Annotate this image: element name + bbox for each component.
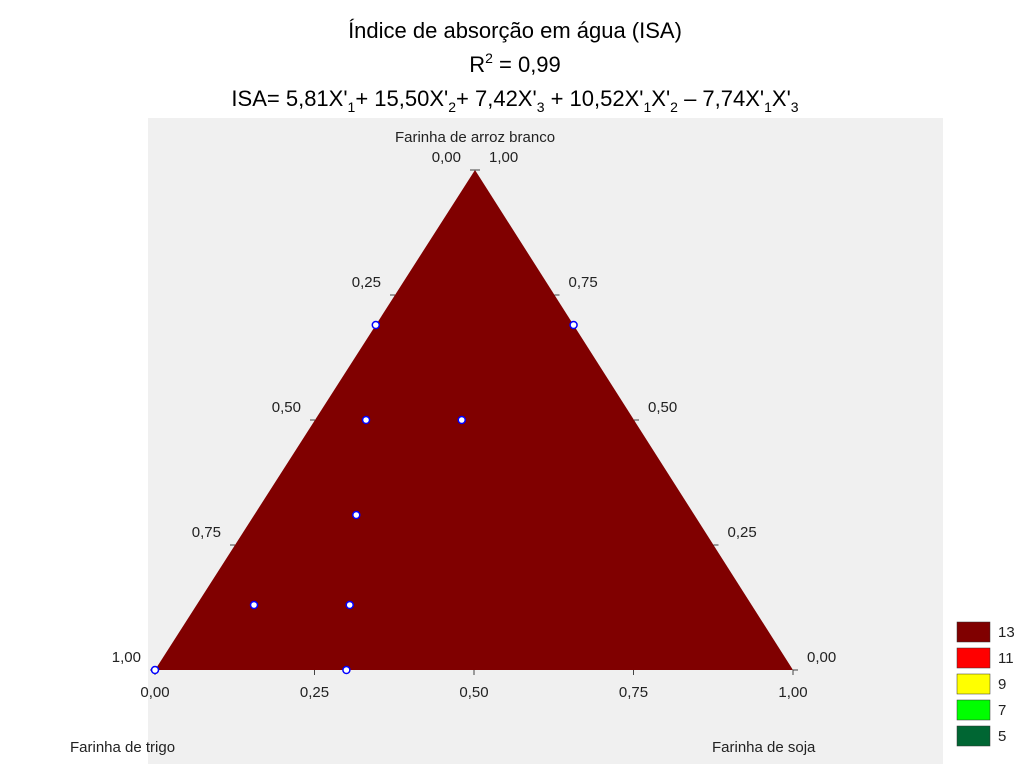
equation-subscript: 1 bbox=[348, 99, 356, 115]
legend-swatch bbox=[956, 673, 991, 695]
equation-subscript: 2 bbox=[670, 99, 678, 115]
equation-part: ISA= 5,81X' bbox=[231, 86, 347, 111]
right-tick-label: 0,00 bbox=[807, 649, 836, 666]
r-rest: = 0,99 bbox=[493, 52, 561, 77]
equation-part: + 10,52X' bbox=[544, 86, 643, 111]
equation-subscript: 3 bbox=[537, 99, 545, 115]
ternary-surface bbox=[155, 170, 793, 670]
left-tick-label: 1,00 bbox=[112, 649, 141, 666]
legend-swatch bbox=[956, 725, 991, 747]
equation-part: – 7,74X' bbox=[678, 86, 764, 111]
legend-label: 9 bbox=[998, 676, 1006, 693]
bottom-tick-label: 0,50 bbox=[459, 684, 488, 701]
equation-part: + 15,50X' bbox=[355, 86, 448, 111]
r-squared: R2 = 0,99 bbox=[469, 50, 561, 77]
equation-subscript: 1 bbox=[764, 99, 772, 115]
r-sup: 2 bbox=[485, 50, 493, 66]
design-point bbox=[457, 415, 466, 425]
design-point bbox=[361, 415, 371, 425]
top-axis-title: Farinha de arroz branco bbox=[395, 129, 555, 146]
chart-title: Índice de absorção em água (ISA) bbox=[348, 18, 682, 43]
bottom-tick-label: 1,00 bbox=[778, 684, 807, 701]
legend-swatch bbox=[956, 699, 991, 721]
right-axis-title: Farinha de soja bbox=[712, 739, 816, 756]
legend-label: 11 bbox=[998, 650, 1014, 667]
equation-part: X' bbox=[772, 86, 791, 111]
equation-part: + 7,42X' bbox=[456, 86, 537, 111]
design-point bbox=[345, 600, 354, 610]
left-tick-label: 0,50 bbox=[272, 399, 301, 416]
equation-part: X' bbox=[651, 86, 670, 111]
left-tick-label: 0,25 bbox=[352, 274, 381, 291]
right-tick-label: 1,00 bbox=[489, 149, 518, 166]
equation: ISA= 5,81X'1+ 15,50X'2+ 7,42X'3 + 10,52X… bbox=[231, 86, 798, 115]
legend-swatch bbox=[956, 647, 991, 669]
left-axis-title: Farinha de trigo bbox=[70, 739, 175, 756]
equation-subscript: 3 bbox=[791, 99, 799, 115]
right-tick-label: 0,50 bbox=[648, 399, 677, 416]
left-tick-label: 0,75 bbox=[192, 524, 221, 541]
design-point bbox=[249, 600, 259, 610]
legend-swatch bbox=[956, 621, 991, 643]
r-base: R bbox=[469, 52, 485, 77]
right-tick-label: 0,75 bbox=[569, 274, 598, 291]
equation-subscript: 2 bbox=[448, 99, 456, 115]
design-point bbox=[150, 665, 160, 675]
bottom-tick-label: 0,25 bbox=[300, 684, 329, 701]
design-point bbox=[342, 665, 351, 675]
bottom-tick-label: 0,75 bbox=[619, 684, 648, 701]
legend-label: 7 bbox=[998, 702, 1006, 719]
design-point bbox=[569, 320, 578, 330]
legend-label: 13 bbox=[998, 624, 1015, 641]
bottom-tick-label: 0,00 bbox=[140, 684, 169, 701]
design-point bbox=[352, 510, 361, 520]
equation-subscript: 1 bbox=[643, 99, 651, 115]
design-point bbox=[371, 320, 381, 330]
left-tick-label: 0,00 bbox=[432, 149, 461, 166]
right-tick-label: 0,25 bbox=[728, 524, 757, 541]
legend-label: 5 bbox=[998, 728, 1006, 745]
